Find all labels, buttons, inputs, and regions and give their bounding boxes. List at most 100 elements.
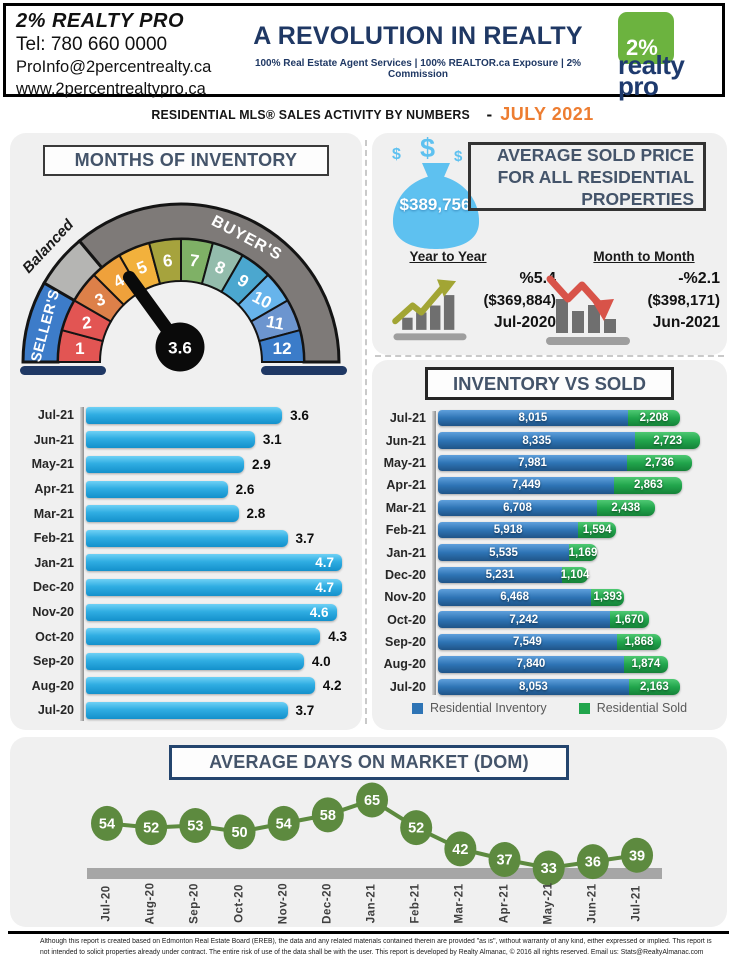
ivs-inventory-value: 6,708 — [503, 501, 532, 514]
company-name: 2% REALTY PRO — [16, 10, 185, 32]
mi-row-Nov-20: Nov-20 4.6 — [24, 600, 360, 625]
dom-x-label: Jul-21 — [630, 885, 643, 922]
gauge-base-bar-right — [261, 366, 347, 375]
ivs-sold-value: 1,393 — [593, 591, 623, 604]
dom-value-label: 33 — [541, 861, 557, 877]
mi-category-label: Jul-20 — [37, 703, 74, 718]
days-on-market-panel: 54 52 53 50 54 58 65 52 42 37 33 36 39 AVERAGE DAYS … — [10, 737, 727, 927]
dom-value-label: 42 — [452, 842, 468, 858]
mi-value-label: 2.8 — [246, 506, 266, 522]
mi-value-label: 4.7 — [315, 555, 334, 571]
ivs-inventory-value: 5,918 — [493, 524, 523, 537]
legend-item: Residential Sold — [578, 701, 687, 715]
dom-x-label: Sep-20 — [188, 883, 201, 924]
yoy-percent: %5.4 — [519, 270, 556, 287]
email-address: ProInfo@2percentrealty.ca — [16, 58, 212, 76]
months-of-inventory-panel: MONTHS OF INVENTORY 1 2 3 4 5 6 7 8 9 10 11 12 SELLE… — [10, 133, 362, 730]
svg-text:$: $ — [454, 148, 463, 165]
mi-value-label: 2.9 — [251, 456, 271, 472]
legend-label: Residential Inventory — [429, 701, 547, 715]
days-on-market-title: AVERAGE DAYS ON MARKET (DOM) — [169, 745, 569, 780]
dom-marker-Jul-20 — [91, 805, 123, 841]
ivs-category-label: Jan-21 — [386, 545, 426, 560]
ivs-inventory-value: 7,449 — [511, 479, 541, 492]
dom-marker-Oct-20 — [223, 814, 256, 850]
dom-marker-Nov-20 — [267, 805, 300, 841]
months-of-inventory-title: MONTHS OF INVENTORY — [43, 145, 329, 176]
month-to-month-label: Month to Month — [593, 249, 695, 264]
mi-bar: 4.7 — [86, 578, 342, 596]
ivs-row-Jan-21: Jan-21 5,535 1,169 — [374, 541, 725, 563]
ivs-category-label: Apr-21 — [386, 478, 426, 493]
ivs-inventory-value: 6,468 — [500, 591, 529, 604]
ivs-sold-bar: 1,868 — [616, 633, 662, 651]
dom-x-label: Dec-20 — [321, 883, 334, 924]
mi-row-Aug-20: Aug-20 4.2 — [24, 674, 360, 699]
mi-category-label: Feb-21 — [33, 531, 74, 546]
mi-bar — [86, 505, 239, 523]
ivs-row-Jul-21: Jul-21 8,015 2,208 — [374, 407, 725, 429]
ivs-stacked-bar: 7,981 2,736 — [438, 454, 692, 472]
trend-up-chart-icon — [392, 279, 467, 341]
ivs-inventory-bar: 8,053 — [438, 678, 629, 696]
mi-category-label: Dec-20 — [33, 580, 74, 595]
dom-value-label: 58 — [320, 808, 336, 824]
mi-value-label: 3.6 — [290, 407, 309, 423]
mi-row-Feb-21: Feb-21 3.7 — [24, 526, 360, 551]
company-logo: 2% realty pro — [618, 12, 726, 101]
inventory-vs-sold-chart: Jul-21 8,015 2,208 Jun-21 8,335 2,723 May-21 7,… — [374, 407, 725, 699]
mi-bar — [86, 455, 244, 473]
dom-value-label: 54 — [99, 816, 115, 832]
dom-value-label: 50 — [231, 825, 247, 841]
mi-row-Jul-20: Jul-20 3.7 — [24, 698, 360, 723]
gauge-segment-number: 1 — [75, 339, 84, 358]
ivs-row-Nov-20: Nov-20 6,468 1,393 — [374, 586, 725, 608]
mi-row-Sep-20: Sep-20 4.0 — [24, 649, 360, 674]
mi-bar — [86, 628, 321, 646]
mi-row-May-21: May-21 2.9 — [24, 452, 360, 477]
mi-row-Mar-21: Mar-21 2.8 — [24, 501, 360, 526]
dom-x-label: Jun-21 — [586, 883, 599, 924]
ivs-inventory-value: 5,535 — [489, 546, 518, 559]
dom-x-label: Oct-20 — [233, 884, 245, 923]
tagline-services: 100% Real Estate Agent Services | 100% R… — [254, 58, 582, 80]
gauge-segment-number: 11 — [265, 312, 286, 334]
banner-title: RESIDENTIAL MLS® SALES ACTIVITY BY NUMBE… — [151, 107, 471, 122]
ivs-sold-value: 2,863 — [634, 479, 663, 492]
dom-x-label: Apr-21 — [498, 883, 511, 924]
ivs-sold-value: 1,874 — [631, 658, 661, 671]
ivs-stacked-bar: 6,708 2,438 — [438, 499, 655, 516]
ivs-inventory-bar: 6,468 — [438, 589, 592, 606]
logo-name-line1: realty — [618, 50, 685, 80]
svg-text:$: $ — [420, 137, 435, 163]
ivs-sold-bar: 1,670 — [609, 611, 650, 628]
ivs-sold-value: 2,736 — [645, 456, 674, 469]
mi-value-label: 4.0 — [311, 653, 331, 669]
legend-swatch-icon — [411, 702, 423, 714]
dom-x-label: Jan-21 — [365, 883, 378, 924]
report-banner: RESIDENTIAL MLS® SALES ACTIVITY BY NUMBE… — [0, 101, 737, 128]
ivs-inventory-bar: 6,708 — [438, 499, 597, 516]
avg-title-line1: AVERAGE SOLD PRICE — [496, 144, 694, 165]
mi-value-label: 3.7 — [295, 530, 315, 546]
dom-x-label: May-21 — [542, 882, 555, 925]
logo-name-line2: pro — [618, 71, 659, 101]
mi-bar: 4.7 — [86, 554, 342, 572]
disclaimer-line2: not intended to solicit properties alrea… — [40, 948, 704, 956]
dom-marker-Jul-21 — [621, 837, 654, 873]
ivs-sold-bar: 2,723 — [635, 432, 700, 449]
inventory-vs-sold-title: INVENTORY VS SOLD — [425, 367, 674, 400]
ivs-row-May-21: May-21 7,981 2,736 — [374, 452, 725, 474]
dom-marker-Jun-21 — [576, 844, 609, 880]
ivs-category-label: Mar-21 — [385, 500, 426, 515]
days-on-market-chart: 54 52 53 50 54 58 65 52 42 37 33 36 39 — [87, 782, 662, 886]
mi-category-label: Jun-21 — [33, 432, 74, 447]
gauge-segment-number: 7 — [188, 251, 200, 271]
ivs-sold-value: 2,438 — [611, 501, 641, 514]
ivs-stacked-bar: 5,918 1,594 — [438, 521, 616, 539]
mi-bar — [86, 677, 315, 695]
ivs-inventory-bar: 5,918 — [438, 521, 579, 539]
horizontal-divider — [375, 355, 724, 357]
mi-value-label: 4.2 — [322, 678, 342, 694]
